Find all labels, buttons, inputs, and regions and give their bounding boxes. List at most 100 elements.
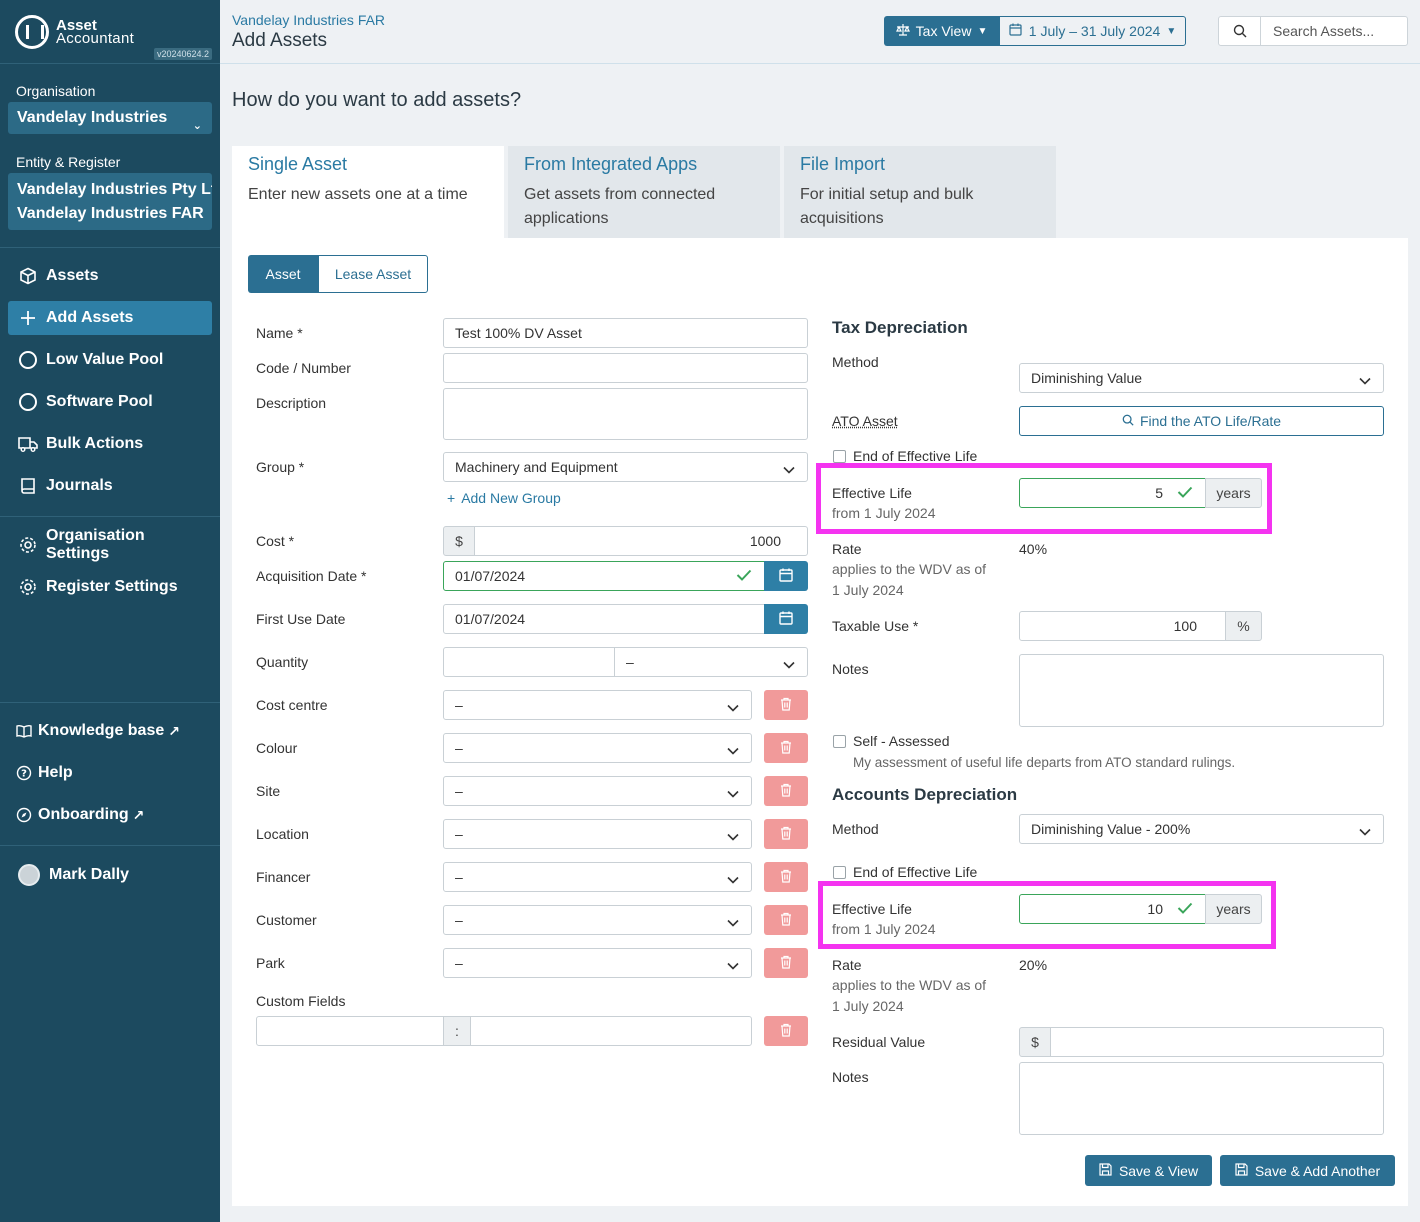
site-select[interactable]: – <box>443 776 752 806</box>
sidebar-item-software-pool[interactable]: Software Pool <box>8 385 212 419</box>
tab-file-import[interactable]: File Import For initial setup and bulk a… <box>784 146 1056 238</box>
save-and-view-button[interactable]: Save & View <box>1085 1155 1212 1186</box>
external-link-icon: ↗ <box>132 806 145 823</box>
self-assessed-label: Self - Assessed <box>853 733 950 749</box>
search-box[interactable]: Search Assets... <box>1218 16 1408 46</box>
tab-single-asset[interactable]: Single Asset Enter new assets one at a t… <box>232 146 504 238</box>
save-and-add-another-button[interactable]: Save & Add Another <box>1220 1155 1395 1186</box>
code-input[interactable] <box>443 353 808 383</box>
location-select[interactable]: – <box>443 819 752 849</box>
asset-type-asset[interactable]: Asset <box>248 255 318 293</box>
sidebar-item-label: Journals <box>46 477 113 494</box>
cost-label: Cost * <box>256 533 295 549</box>
colour-select[interactable]: – <box>443 733 752 763</box>
search-icon[interactable] <box>1219 17 1261 45</box>
org-select-value: Vandelay Industries <box>17 109 168 126</box>
quantity-unit-select[interactable]: – <box>614 647 808 677</box>
sidebar-item-label: Add Assets <box>46 309 134 326</box>
tab-integrated-apps[interactable]: From Integrated Apps Get assets from con… <box>508 146 780 238</box>
quantity-input[interactable] <box>443 647 615 677</box>
tax-notes-textarea[interactable] <box>1019 654 1384 727</box>
sidebar-item-low-value-pool[interactable]: Low Value Pool <box>8 343 212 377</box>
sidebar-item-label: Bulk Actions <box>46 435 144 452</box>
accounts-rate-value: 20% <box>1019 957 1048 973</box>
find-ato-life-rate-button[interactable]: Find the ATO Life/Rate <box>1019 406 1384 436</box>
financer-select[interactable]: – <box>443 862 752 892</box>
sidebar-item-organisation-settings[interactable]: Organisation Settings <box>8 527 212 562</box>
book-icon <box>18 476 38 496</box>
sidebar-item-journals[interactable]: Journals <box>8 469 212 503</box>
first-use-date-input[interactable]: 01/07/2024 <box>443 604 765 634</box>
delete-financer-button[interactable] <box>764 862 808 892</box>
sidebar-item-register-settings[interactable]: Register Settings <box>8 570 212 604</box>
tab-description: Get assets from connected applications <box>524 186 716 227</box>
self-assessed-checkbox[interactable] <box>833 735 846 748</box>
first-use-date-calendar-button[interactable] <box>764 604 808 634</box>
sidebar-item-help[interactable]: ? Help <box>8 756 212 790</box>
taxable-use-value: 100 <box>1173 618 1197 634</box>
brand[interactable]: Asset Accountant v20240624.2 <box>0 0 220 64</box>
custom-field-value-input[interactable] <box>470 1016 752 1046</box>
chevron-down-icon <box>727 914 739 930</box>
breadcrumb[interactable]: Vandelay Industries FAR <box>232 12 386 28</box>
sidebar-item-add-assets[interactable]: Add Assets <box>8 301 212 335</box>
circle-icon <box>18 392 38 412</box>
highlight-box <box>816 463 1272 534</box>
cost-centre-select[interactable]: – <box>443 690 752 720</box>
user-menu[interactable]: Mark Dally <box>8 858 212 892</box>
accounts-method-select[interactable]: Diminishing Value - 200% <box>1019 814 1384 844</box>
customer-value: – <box>455 912 463 928</box>
custom-field-separator: : <box>443 1016 471 1046</box>
tax-view-label: Tax View <box>915 23 972 39</box>
sidebar-item-bulk-actions[interactable]: Bulk Actions <box>8 427 212 461</box>
location-label: Location <box>256 826 309 842</box>
date-range-button[interactable]: 1 July – 31 July 2024 ▼ <box>999 16 1186 46</box>
tax-rate-label: Rate <box>832 541 862 557</box>
svg-text:?: ? <box>21 769 27 780</box>
delete-site-button[interactable] <box>764 776 808 806</box>
residual-value-input[interactable] <box>1050 1027 1384 1057</box>
sidebar-item-knowledge-base[interactable]: Knowledge base ↗ <box>8 714 212 748</box>
sidebar-item-assets[interactable]: Assets <box>8 259 212 293</box>
entity-select[interactable]: Vandelay Industries Pty Ltd Vandelay Ind… <box>8 173 212 230</box>
tax-method-select[interactable]: Diminishing Value <box>1019 363 1384 393</box>
currency-addon: $ <box>443 526 475 556</box>
accounts-end-of-life-checkbox[interactable] <box>833 866 846 879</box>
name-input[interactable]: Test 100% DV Asset <box>443 318 808 348</box>
accounts-notes-textarea[interactable] <box>1019 1062 1384 1135</box>
add-new-group-link[interactable]: + Add New Group <box>447 490 561 506</box>
taxable-use-input[interactable]: 100 <box>1019 611 1226 641</box>
org-select[interactable]: Vandelay Industries ⌄ <box>8 102 212 134</box>
tax-effective-life-value: 5 <box>1155 485 1163 501</box>
tax-effective-life-input[interactable]: 5 <box>1019 478 1206 508</box>
brand-name: Asset <box>56 17 97 34</box>
delete-cost-centre-button[interactable] <box>764 690 808 720</box>
asset-type-lease[interactable]: Lease Asset <box>318 255 428 293</box>
delete-customer-button[interactable] <box>764 905 808 935</box>
tax-view-button[interactable]: Tax View ▼ <box>884 16 999 46</box>
acquisition-date-value: 01/07/2024 <box>455 568 526 584</box>
park-select[interactable]: – <box>443 948 752 978</box>
acquisition-date-input[interactable]: 01/07/2024 <box>443 561 765 591</box>
group-label: Group * <box>256 459 305 475</box>
chevron-down-icon <box>727 828 739 844</box>
accounts-effective-life-input[interactable]: 10 <box>1019 894 1206 924</box>
sidebar-item-onboarding[interactable]: Onboarding ↗ <box>8 798 212 832</box>
delete-custom-field-button[interactable] <box>764 1016 808 1046</box>
search-input[interactable]: Search Assets... <box>1273 23 1375 39</box>
date-range-label: 1 July – 31 July 2024 <box>1028 23 1161 39</box>
chevron-down-icon <box>1359 372 1371 388</box>
custom-field-key-input[interactable] <box>256 1016 444 1046</box>
delete-park-button[interactable] <box>764 948 808 978</box>
cost-input[interactable]: 1000 <box>474 526 808 556</box>
find-ato-label: Find the ATO Life/Rate <box>1139 413 1282 429</box>
description-textarea[interactable] <box>443 388 808 440</box>
tax-end-of-life-checkbox[interactable] <box>833 450 846 463</box>
tax-depreciation-heading: Tax Depreciation <box>832 318 968 337</box>
group-select[interactable]: Machinery and Equipment <box>443 452 808 482</box>
delete-location-button[interactable] <box>764 819 808 849</box>
acquisition-date-calendar-button[interactable] <box>764 561 808 591</box>
delete-colour-button[interactable] <box>764 733 808 763</box>
customer-select[interactable]: – <box>443 905 752 935</box>
tab-description: For initial setup and bulk acquisitions <box>800 186 974 227</box>
